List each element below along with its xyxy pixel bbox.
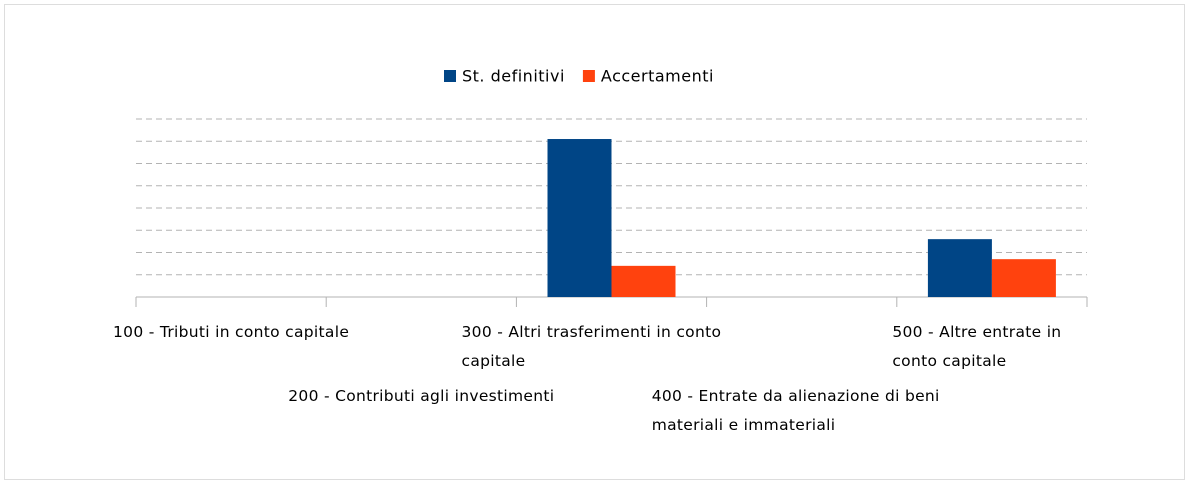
legend-swatch (444, 70, 456, 82)
x-tick-label: 500 - Altre entrate in conto capitale (892, 323, 1062, 370)
legend-swatch (582, 70, 595, 82)
bar (547, 139, 612, 297)
frame (4, 4, 1185, 480)
bar (991, 259, 1056, 297)
legend-label: Accertamenti (601, 67, 714, 86)
x-tick-label: 200 - Contributi agli investimenti (288, 387, 555, 405)
x-tick-label: 300 - Altri trasferimenti in conto capit… (461, 323, 722, 370)
legend-label: St. definitivi (462, 67, 565, 86)
x-tick-label: 100 - Tributi in conto capitale (113, 323, 350, 341)
x-tick-label: 400 - Entrate da alienazione di beni mat… (651, 387, 940, 434)
bar (611, 265, 676, 297)
bar (927, 239, 992, 297)
